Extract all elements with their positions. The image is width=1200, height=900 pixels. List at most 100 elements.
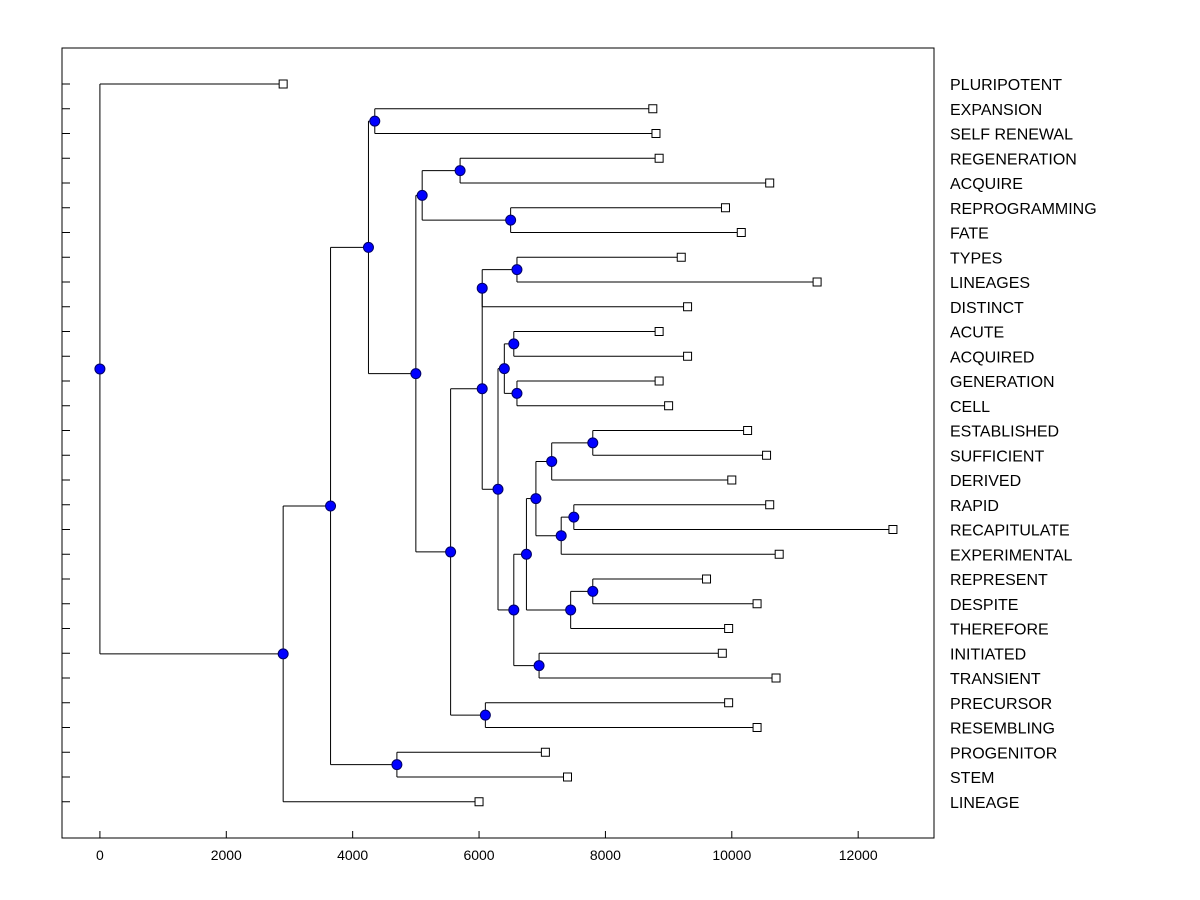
leaf-label: DISTINCT xyxy=(950,300,1024,317)
leaf-marker xyxy=(765,500,775,510)
merge-node xyxy=(476,282,488,294)
leaf-marker xyxy=(651,129,661,138)
leaf-marker xyxy=(888,525,898,534)
leaf-marker xyxy=(752,723,762,732)
leaf-marker xyxy=(720,203,730,213)
merge-node xyxy=(555,530,567,542)
leaf-marker xyxy=(664,401,674,411)
leaf-marker xyxy=(743,426,753,435)
leaf-label: GENERATION xyxy=(950,374,1055,391)
leaf-marker xyxy=(771,673,781,683)
x-tick-label: 2000 xyxy=(211,847,242,863)
merge-node xyxy=(511,264,523,276)
leaf-label: PROGENITOR xyxy=(950,745,1057,762)
leaf-marker xyxy=(724,624,734,633)
merge-node xyxy=(492,483,504,495)
x-tick-label: 10000 xyxy=(712,847,751,863)
merge-nodes xyxy=(94,115,599,771)
leaf-label: SELF RENEWAL xyxy=(950,127,1073,144)
leaf-label: REGENERATION xyxy=(950,151,1077,168)
leaf-marker xyxy=(765,178,775,188)
leaf-marker xyxy=(762,450,772,460)
merge-node xyxy=(565,604,577,616)
merge-node xyxy=(454,165,466,177)
merge-node xyxy=(498,363,510,375)
leaf-marker xyxy=(727,475,737,485)
y-axis-ticks xyxy=(62,83,70,803)
merge-node xyxy=(505,214,517,226)
merge-node xyxy=(410,368,422,380)
leaf-marker xyxy=(774,549,784,559)
leaf-label: ESTABLISHED xyxy=(950,424,1059,441)
leaf-label: LINEAGE xyxy=(950,795,1019,812)
leaf-label: RECAPITULATE xyxy=(950,523,1070,540)
leaf-marker xyxy=(717,648,727,658)
leaf-label: TYPES xyxy=(950,250,1002,267)
leaf-label: DERIVED xyxy=(950,473,1021,490)
merge-node xyxy=(445,546,457,558)
merge-node xyxy=(511,387,523,399)
leaf-label: ACUTE xyxy=(950,325,1004,342)
leaf-marker xyxy=(683,302,693,312)
x-tick-label: 0 xyxy=(96,847,104,863)
leaf-label: THEREFORE xyxy=(950,622,1049,639)
merge-node xyxy=(568,511,580,523)
leaf-label: CELL xyxy=(950,399,990,416)
merge-node xyxy=(508,338,520,350)
merge-node xyxy=(369,115,381,127)
leaf-label: ACQUIRE xyxy=(950,176,1023,193)
leaf-label: SUFFICIENT xyxy=(950,448,1044,465)
leaf-marker xyxy=(648,104,658,114)
x-tick-label: 6000 xyxy=(463,847,494,863)
leaf-marker xyxy=(683,351,693,361)
merge-node xyxy=(530,493,542,505)
leaf-marker xyxy=(540,747,550,757)
merge-node xyxy=(362,241,374,253)
leaf-marker xyxy=(752,599,762,609)
leaf-marker xyxy=(563,772,573,782)
leaf-marker xyxy=(654,327,664,336)
leaf-label: STEM xyxy=(950,770,994,787)
leaf-label: RAPID xyxy=(950,498,999,515)
leaf-label: PLURIPOTENT xyxy=(950,77,1062,94)
leaf-labels: PLURIPOTENT EXPANSION SELF RENEWAL REGENERA… xyxy=(950,77,1097,812)
leaf-label: RESEMBLING xyxy=(950,721,1055,738)
merge-node xyxy=(94,363,106,375)
plot-frame xyxy=(61,47,935,839)
merge-node xyxy=(520,548,532,560)
leaf-markers xyxy=(278,79,898,807)
leaf-label: LINEAGES xyxy=(950,275,1030,292)
leaf-marker xyxy=(702,574,712,584)
leaf-marker xyxy=(654,376,664,386)
merge-node xyxy=(533,660,545,672)
merge-node xyxy=(546,455,558,467)
x-axis: 0 2000 4000 6000 8000 10000 12000 xyxy=(96,831,878,863)
x-tick-label: 4000 xyxy=(337,847,368,863)
leaf-label: ACQUIRED xyxy=(950,349,1034,366)
leaf-marker xyxy=(676,252,686,262)
x-tick-label: 12000 xyxy=(839,847,878,863)
x-tick-label: 8000 xyxy=(590,847,621,863)
leaf-marker xyxy=(474,797,484,807)
merge-node xyxy=(277,648,289,660)
leaf-marker xyxy=(278,79,288,89)
leaf-marker xyxy=(812,277,822,287)
merge-node xyxy=(587,585,599,597)
merge-node xyxy=(391,759,403,771)
leaf-marker xyxy=(736,228,746,237)
leaf-label: FATE xyxy=(950,226,989,243)
leaf-label: EXPANSION xyxy=(950,102,1042,119)
leaf-label: DESPITE xyxy=(950,597,1018,614)
leaf-marker xyxy=(724,698,734,708)
merge-node xyxy=(476,383,488,395)
leaf-label: REPRESENT xyxy=(950,572,1048,589)
merge-node xyxy=(325,500,337,512)
merge-node xyxy=(587,437,599,449)
merge-node xyxy=(479,709,491,721)
leaf-marker xyxy=(654,153,664,163)
leaf-label: TRANSIENT xyxy=(950,671,1041,688)
merge-node xyxy=(416,189,428,201)
leaf-label: EXPERIMENTAL xyxy=(950,547,1073,564)
